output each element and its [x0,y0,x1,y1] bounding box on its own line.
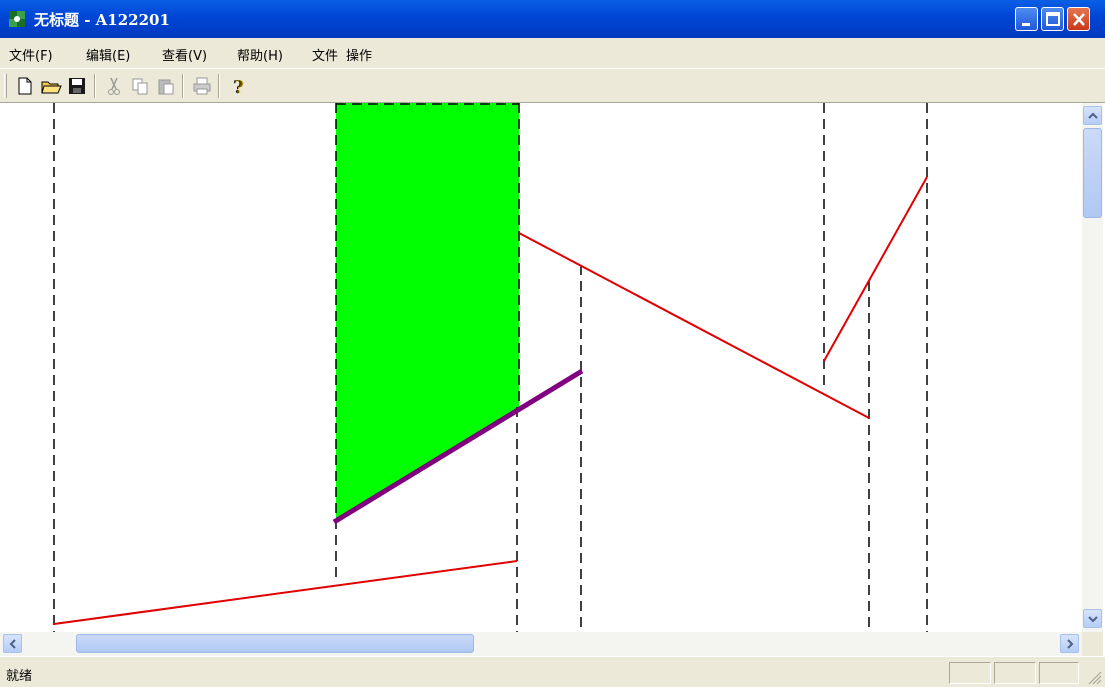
chevron-left-icon [9,639,16,649]
menu-bar: 文件(F) 编辑(E) 查看(V) 帮助(H) 文件 操作 [0,38,1105,68]
maximize-icon [1046,12,1060,26]
horizontal-scroll-thumb[interactable] [76,634,474,653]
red-lines [53,176,928,625]
scroll-up-button[interactable] [1083,106,1102,125]
chevron-down-icon [1088,616,1098,623]
scroll-down-button[interactable] [1083,609,1102,628]
toolbar: ? ? [0,68,1105,103]
menu-edit[interactable]: 编辑(E) [86,49,131,64]
menu-file-2[interactable]: 文件 [312,49,339,64]
vertical-scroll-thumb[interactable] [1083,128,1102,218]
drawing-svg [53,103,928,632]
status-pane [949,662,991,684]
chevron-up-icon [1088,112,1098,119]
toolbar-separator [94,74,96,98]
open-folder-icon[interactable] [40,75,62,97]
toolbar-separator [182,74,184,98]
help-icon[interactable]: ? ? [227,75,249,97]
svg-text:?: ? [234,77,245,97]
vertical-scrollbar[interactable] [1082,103,1103,632]
window-title: 无标题 - A122201 [34,11,170,29]
menu-operation[interactable]: 操作 [346,49,373,64]
status-pane [994,662,1036,684]
menu-view[interactable]: 查看(V) [162,49,208,64]
drawing-canvas[interactable] [0,103,1082,632]
status-bar: 就绪 [0,656,1105,687]
close-icon [1073,13,1085,26]
scroll-right-button[interactable] [1060,634,1079,653]
status-text: 就绪 [6,669,33,684]
maximize-button[interactable] [1041,7,1064,31]
svg-text:?: ? [233,77,244,97]
red-line [823,176,928,362]
chevron-right-icon [1067,639,1074,649]
paste-icon[interactable] [155,75,177,97]
close-button[interactable] [1067,7,1090,31]
app-icon [9,11,25,27]
purple-line [332,368,584,525]
new-file-icon[interactable] [14,75,36,97]
dashed-guides [53,103,928,632]
red-line [53,560,518,625]
cut-icon[interactable] [103,75,125,97]
title-bar[interactable]: 无标题 - A122201 [0,0,1105,38]
toolbar-grip[interactable] [4,74,7,98]
copy-icon[interactable] [129,75,151,97]
red-line [518,232,870,419]
green-fill-region [336,103,519,522]
save-icon[interactable] [66,75,88,97]
status-pane [1039,662,1079,684]
menu-file[interactable]: 文件(F) [9,49,53,64]
minimize-icon [1022,23,1030,26]
resize-grip-icon[interactable] [1086,669,1102,685]
menu-help[interactable]: 帮助(H) [237,49,283,64]
minimize-button[interactable] [1015,7,1038,31]
print-icon[interactable] [191,75,213,97]
horizontal-scrollbar[interactable] [0,632,1082,656]
scroll-left-button[interactable] [3,634,22,653]
scroll-corner [1082,632,1103,656]
toolbar-separator [218,74,220,98]
